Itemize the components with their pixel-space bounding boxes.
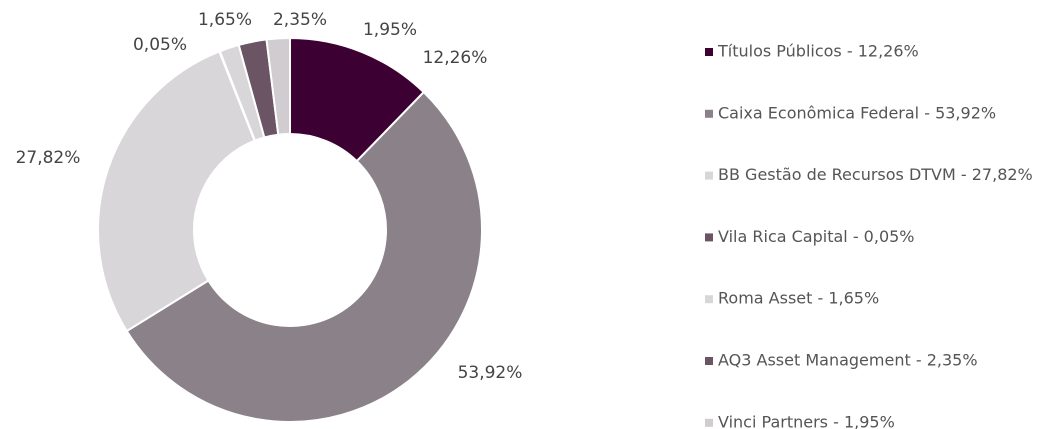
legend-label: AQ3 Asset Management - 2,35%	[718, 351, 978, 370]
legend-label: Caixa Econômica Federal - 53,92%	[718, 103, 996, 122]
legend-label: Vila Rica Capital - 0,05%	[718, 227, 915, 246]
legend-swatch	[705, 48, 713, 56]
legend-swatch	[705, 233, 713, 242]
slice	[125, 90, 483, 423]
legend-swatch	[705, 171, 713, 180]
data-label: 1,95%	[363, 20, 417, 40]
legend-swatch	[705, 357, 713, 365]
slice	[97, 50, 256, 333]
legend-label: Títulos Públicos - 12,26%	[717, 42, 919, 61]
data-label: 0,05%	[133, 35, 187, 55]
data-label: 27,82%	[16, 148, 81, 168]
legend-swatch	[705, 295, 713, 304]
data-label: 1,65%	[198, 10, 252, 30]
data-label: 12,26%	[423, 48, 488, 68]
legend-swatch	[705, 418, 713, 427]
legend-label: Roma Asset - 1,65%	[718, 289, 879, 308]
data-label: 53,92%	[458, 363, 523, 383]
data-label: 2,35%	[273, 10, 327, 30]
legend-swatch	[705, 109, 713, 118]
legend-label: BB Gestão de Recursos DTVM - 27,82%	[718, 165, 1033, 184]
slice	[265, 36, 291, 136]
legend-label: Vinci Partners - 1,95%	[718, 412, 895, 429]
